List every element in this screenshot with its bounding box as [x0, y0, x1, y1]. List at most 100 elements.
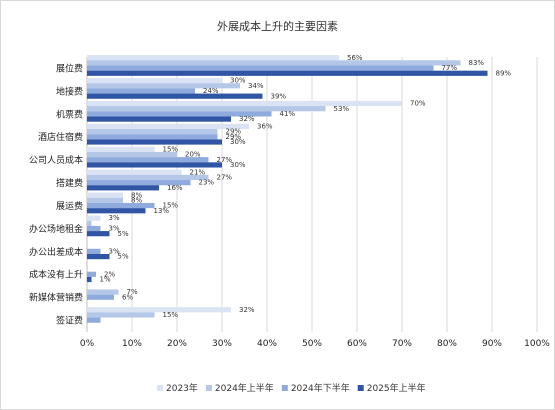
bar: [87, 220, 92, 226]
data-label: 15%: [163, 311, 179, 319]
data-label: 6%: [122, 293, 133, 301]
bar: [87, 116, 231, 122]
bar: [87, 317, 101, 323]
x-tick-label: 70%: [392, 339, 412, 349]
bar: [87, 271, 96, 277]
data-label: 7%: [127, 288, 138, 296]
data-label: 53%: [334, 105, 350, 113]
data-label: 1%: [100, 276, 111, 284]
legend-swatch: [357, 385, 364, 391]
data-label: 2%: [104, 270, 115, 278]
data-label: 32%: [239, 306, 255, 314]
bar: [87, 93, 263, 99]
bar: [87, 129, 218, 135]
bar: [87, 248, 101, 254]
bar: [87, 169, 182, 175]
bar: [87, 151, 177, 158]
bar: [87, 192, 123, 198]
bar: [87, 60, 461, 66]
data-label: 15%: [163, 202, 179, 210]
bar: [87, 65, 434, 71]
data-label: 56%: [347, 54, 363, 62]
data-label: 30%: [230, 77, 246, 85]
x-tick-label: 40%: [257, 339, 277, 349]
bar: [87, 88, 195, 94]
x-tick-label: 60%: [347, 339, 367, 349]
data-label: 15%: [163, 145, 179, 153]
bar: [87, 197, 123, 203]
bar: [87, 231, 110, 237]
category-label: 办公场地租金: [29, 223, 83, 235]
legend-label: 2024年下半年: [291, 382, 350, 394]
data-label: 27%: [217, 174, 233, 182]
data-label: 34%: [248, 82, 264, 90]
data-label: 39%: [271, 92, 287, 100]
x-tick-label: 30%: [212, 339, 232, 349]
bar: [87, 111, 272, 117]
bar: [87, 215, 101, 221]
data-label: 70%: [410, 100, 426, 108]
bar: [87, 225, 101, 232]
bar: [87, 276, 92, 283]
bar: [87, 157, 209, 163]
data-label: 5%: [118, 230, 129, 238]
x-tick-label: 80%: [437, 339, 457, 349]
data-label: 21%: [190, 168, 206, 176]
data-label: 36%: [257, 123, 273, 131]
bar: [87, 289, 119, 295]
bar: [87, 253, 110, 260]
category-label: 搭建费: [56, 177, 83, 189]
data-label: 3%: [109, 247, 120, 255]
data-label: 41%: [280, 110, 296, 118]
bar: [87, 70, 488, 76]
data-label: 30%: [230, 138, 246, 146]
data-label: 23%: [199, 179, 215, 187]
chart-title: 外展成本上升的主要因素: [217, 20, 338, 33]
category-label: 办公出差成本: [29, 246, 83, 258]
data-label: 8%: [131, 191, 142, 199]
bar: [87, 185, 159, 191]
data-label: 13%: [154, 207, 170, 215]
data-label: 24%: [203, 87, 219, 95]
category-label: 地接费: [56, 85, 83, 97]
category-label: 成本没有上升: [29, 269, 83, 281]
category-label: 新媒体营销费: [29, 292, 83, 304]
data-label: 3%: [109, 225, 120, 233]
x-tick-label: 20%: [167, 339, 187, 349]
data-label: 29%: [226, 128, 242, 136]
data-label: 3%: [109, 214, 120, 222]
data-label: 83%: [469, 59, 485, 67]
legend-swatch: [205, 385, 212, 391]
bar: [87, 162, 222, 168]
bar: [87, 208, 146, 214]
data-label: 5%: [118, 253, 129, 261]
data-label: 16%: [167, 184, 183, 192]
bar: [87, 307, 231, 313]
x-tick-label: 10%: [122, 339, 142, 349]
bar: [87, 83, 240, 89]
bar: [87, 55, 339, 61]
data-label: 32%: [239, 115, 255, 123]
category-label: 公司人员成本: [29, 154, 83, 166]
category-label: 酒店住宿费: [38, 131, 83, 143]
bar: [87, 180, 191, 186]
bar: [87, 123, 249, 130]
legend-swatch: [157, 385, 163, 391]
category-label: 签证费: [56, 315, 83, 327]
data-label: 8%: [131, 196, 142, 204]
x-tick-label: 50%: [302, 339, 322, 349]
category-label: 机票费: [56, 108, 83, 120]
category-label: 展运费: [56, 200, 83, 212]
legend-swatch: [281, 385, 288, 391]
bar: [87, 139, 222, 145]
bar: [87, 202, 155, 209]
bar: [87, 106, 326, 112]
data-label: 77%: [442, 64, 458, 72]
data-label: 27%: [217, 156, 233, 164]
data-label: 30%: [230, 161, 246, 169]
bar: [87, 146, 155, 152]
x-tick-label: 90%: [482, 339, 502, 349]
data-label: 20%: [185, 151, 201, 159]
data-label: 89%: [496, 69, 512, 77]
x-tick-label: 0%: [80, 339, 95, 349]
